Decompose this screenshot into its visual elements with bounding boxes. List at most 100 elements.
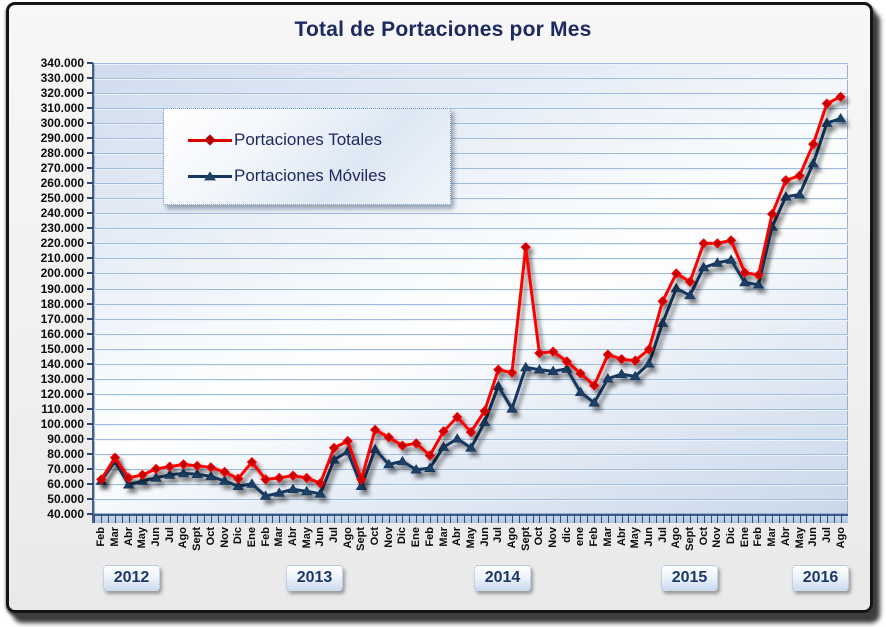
month-label: Feb [588, 527, 601, 547]
month-label: Nov [382, 527, 395, 548]
x-tick [607, 514, 609, 523]
month-label: Oct [697, 527, 710, 546]
month-label: Sept [519, 527, 532, 551]
grid-line [94, 378, 848, 380]
grid-line [94, 243, 848, 245]
y-tick [87, 317, 93, 320]
y-tick [87, 422, 93, 425]
y-tick [87, 497, 93, 500]
month-label: Jun [807, 527, 820, 547]
x-tick [505, 514, 507, 523]
legend-moviles-label: Portaciones Móviles [234, 166, 387, 185]
month-label: May [464, 527, 477, 549]
y-axis-label: 140.000 [40, 356, 84, 371]
month-label: Abr [122, 527, 135, 546]
month-label: Oct [204, 527, 217, 546]
month-label: Jul [328, 527, 341, 543]
month-label: Abr [779, 527, 792, 546]
month-label: Ene [245, 527, 258, 548]
y-axis-label: 120.000 [40, 386, 84, 401]
month-label: Feb [95, 527, 108, 547]
x-tick [772, 514, 774, 523]
x-tick [217, 514, 219, 523]
y-axis-label: 130.000 [40, 371, 84, 386]
grid-line [94, 63, 848, 64]
y-tick [87, 167, 93, 170]
month-label: Dic [725, 527, 738, 545]
x-tick [648, 514, 650, 523]
x-tick [162, 514, 164, 523]
y-axis-label: 70.000 [47, 461, 84, 476]
grid-line [94, 408, 848, 410]
x-tick [525, 514, 527, 523]
x-tick [512, 514, 514, 523]
month-label: Oct [369, 527, 382, 546]
y-axis-label: 210.000 [40, 251, 84, 266]
month-label: Mar [108, 527, 121, 547]
y-axis-label: 340.000 [40, 56, 84, 70]
grid-line [94, 273, 848, 275]
y-axis-label: 310.000 [40, 101, 84, 116]
x-tick [655, 514, 657, 523]
x-tick [751, 514, 753, 523]
x-tick [203, 514, 205, 523]
x-tick [128, 514, 130, 523]
y-axis-label: 170.000 [40, 311, 84, 326]
x-tick [423, 514, 425, 523]
x-tick [580, 514, 582, 523]
y-tick [87, 92, 93, 95]
x-tick [813, 514, 815, 523]
y-tick [87, 107, 93, 110]
y-axis-label: 260.000 [40, 176, 84, 191]
month-label: Jul [492, 527, 505, 543]
month-label: Sept [191, 527, 204, 551]
x-tick [292, 514, 294, 523]
y-axis-label: 100.000 [40, 416, 84, 431]
y-tick [87, 392, 93, 395]
y-axis-label: 290.000 [40, 131, 84, 146]
y-tick [87, 182, 93, 185]
x-tick [320, 514, 322, 523]
y-axis-label: 300.000 [40, 116, 84, 131]
x-tick [135, 514, 137, 523]
month-label: dic [560, 527, 573, 543]
x-tick [258, 514, 260, 523]
y-tick [87, 287, 93, 290]
grid-line [94, 468, 848, 470]
month-label: Sept [355, 527, 368, 551]
month-label: Dic [232, 527, 245, 545]
x-tick [299, 514, 301, 523]
month-label: Jun [314, 527, 327, 547]
month-label: Oct [533, 527, 546, 546]
month-label: Dic [396, 527, 409, 545]
x-tick [381, 514, 383, 523]
month-label: Mar [273, 527, 286, 547]
x-tick [245, 514, 247, 523]
x-tick [724, 514, 726, 523]
y-axis-label: 220.000 [40, 236, 84, 251]
x-tick [183, 514, 185, 523]
x-tick [642, 514, 644, 523]
x-tick [334, 514, 336, 523]
y-axis-label: 250.000 [40, 191, 84, 206]
y-tick [87, 407, 93, 410]
grid-line [94, 363, 848, 365]
x-tick [806, 514, 808, 523]
x-tick [820, 514, 822, 523]
y-tick [87, 212, 93, 215]
x-tick [210, 514, 212, 523]
year-badge-2013: 2013 [286, 565, 343, 591]
y-axis-label: 160.000 [40, 326, 84, 341]
x-tick [662, 514, 664, 523]
x-tick [792, 514, 794, 523]
y-tick [87, 377, 93, 380]
grid-line [94, 228, 848, 230]
x-tick [265, 514, 267, 523]
x-tick [566, 514, 568, 523]
x-tick [101, 514, 103, 523]
x-tick [703, 514, 705, 523]
y-tick [87, 257, 93, 260]
x-tick [532, 514, 534, 523]
y-tick [87, 467, 93, 470]
